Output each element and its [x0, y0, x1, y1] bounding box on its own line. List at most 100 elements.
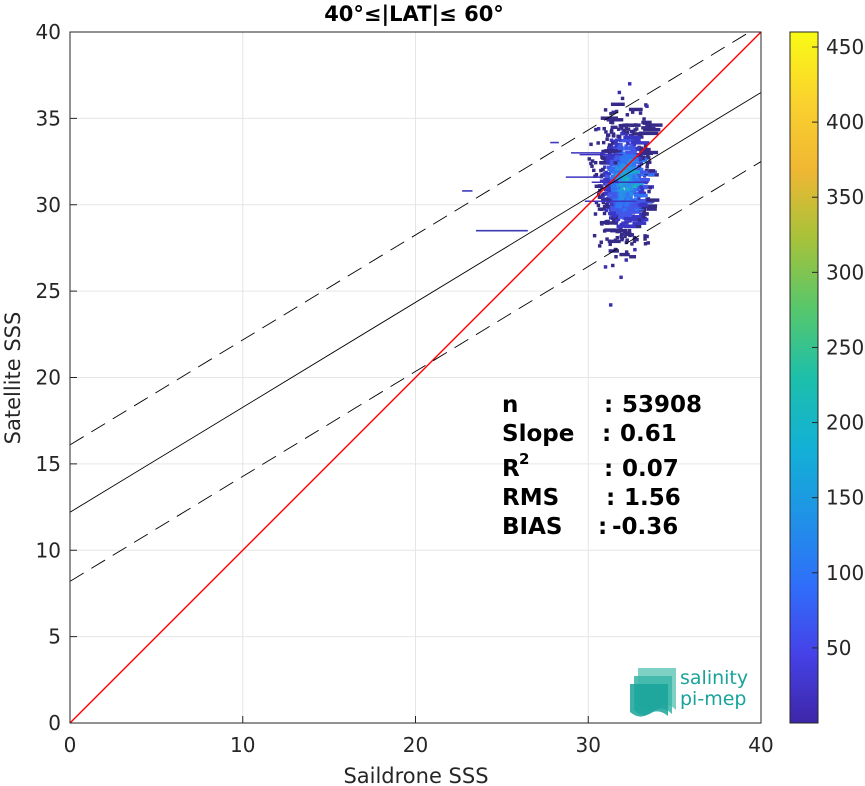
- density-cell: [617, 173, 621, 178]
- density-cell: [646, 207, 657, 211]
- density-cell: [608, 242, 612, 247]
- density-cell: [607, 239, 612, 243]
- density-cell: [636, 166, 641, 171]
- density-cell: [604, 221, 616, 225]
- density-cell: [648, 186, 652, 190]
- density-cell: [606, 165, 611, 169]
- density-cell: [648, 169, 656, 173]
- density-cell: [629, 216, 643, 221]
- density-cell: [596, 203, 601, 208]
- density-cell: [601, 198, 612, 203]
- density-cell: [599, 240, 603, 244]
- density-cell: [623, 135, 641, 140]
- density-cell: [614, 109, 619, 114]
- density-cell: [624, 157, 628, 162]
- density-cell: [633, 188, 638, 192]
- y-tick-label: 0: [48, 711, 61, 735]
- density-cell: [618, 227, 623, 232]
- density-cell: [622, 131, 626, 136]
- density-cell: [637, 196, 641, 201]
- density-cell: [593, 212, 598, 216]
- density-cell: [627, 181, 631, 186]
- density-cell: [641, 126, 652, 130]
- density-cell: [603, 178, 607, 182]
- density-cell: [614, 221, 618, 225]
- wave-layers-icon: [630, 668, 676, 717]
- density-cell: [647, 189, 651, 194]
- density-cell: [623, 123, 641, 127]
- density-cell: [624, 133, 629, 137]
- density-cell: [594, 184, 602, 189]
- density-cell: [597, 195, 602, 199]
- density-cell: [611, 190, 615, 194]
- density-cell: [618, 146, 622, 151]
- density-cell: [616, 213, 620, 218]
- density-cell: [607, 187, 612, 192]
- stat-rms-value: 1.56: [624, 485, 681, 511]
- density-cell: [645, 165, 649, 169]
- density-cell: [605, 196, 610, 201]
- density-cell: [642, 191, 646, 195]
- density-cell: [634, 138, 638, 142]
- density-cell: [618, 214, 633, 218]
- stat-slope-colon: :: [602, 421, 611, 447]
- density-cell: [599, 160, 610, 165]
- density-cell: [645, 234, 649, 239]
- y-tick-label: 25: [36, 279, 61, 303]
- density-cell: [609, 130, 614, 134]
- density-cell: [628, 213, 633, 217]
- density-cell: [600, 173, 604, 177]
- density-cell: [623, 234, 627, 239]
- density-cell: [617, 90, 622, 95]
- density-cluster: [462, 82, 663, 307]
- stat-slope-label: Slope: [502, 421, 574, 447]
- density-cell: [616, 127, 621, 131]
- density-cell: [610, 196, 614, 201]
- density-cell: [615, 167, 629, 171]
- density-cell: [628, 172, 633, 177]
- density-cell: [643, 204, 658, 208]
- density-cell: [646, 197, 651, 201]
- x-tick-label: 20: [403, 733, 428, 757]
- stat-rms-label: RMS: [502, 485, 559, 511]
- density-cell: [625, 193, 630, 198]
- stat-n-value: 53908: [622, 392, 702, 418]
- density-cell: [606, 157, 610, 162]
- density-cell: [594, 127, 598, 132]
- density-cell: [630, 140, 635, 144]
- density-cell: [619, 232, 624, 237]
- density-cell: [624, 250, 629, 254]
- y-tick-label: 15: [36, 452, 61, 476]
- density-cell: [604, 228, 622, 232]
- density-cell: [616, 142, 620, 147]
- density-cell: [599, 179, 604, 183]
- density-cell: [605, 174, 609, 179]
- density-cell: [621, 206, 625, 210]
- density-cell: [645, 123, 663, 127]
- density-cell: [629, 164, 633, 168]
- density-cell: [628, 231, 632, 236]
- density-cell: [617, 198, 622, 203]
- density-cell: [622, 175, 626, 179]
- density-cell: [643, 242, 648, 246]
- density-cell: [613, 174, 617, 178]
- stat-n-label: n: [502, 392, 518, 418]
- density-cell: [611, 184, 616, 188]
- density-cell: [624, 159, 629, 164]
- colorbar-tick-label: 100: [826, 561, 864, 585]
- density-cell: [631, 215, 643, 219]
- density-cell: [644, 150, 659, 155]
- density-cell: [641, 156, 645, 161]
- density-cell: [645, 198, 660, 202]
- density-cell: [642, 207, 647, 212]
- density-cell: [602, 157, 607, 161]
- identity-line: [70, 32, 761, 723]
- density-cell: [643, 146, 648, 151]
- density-cell: [610, 176, 615, 181]
- density-cell: [611, 110, 616, 115]
- density-cell: [599, 168, 603, 173]
- colorbar-tick-label: 200: [826, 411, 864, 435]
- y-axis-label: Satellite SSS: [1, 312, 25, 445]
- density-cell: [639, 161, 644, 166]
